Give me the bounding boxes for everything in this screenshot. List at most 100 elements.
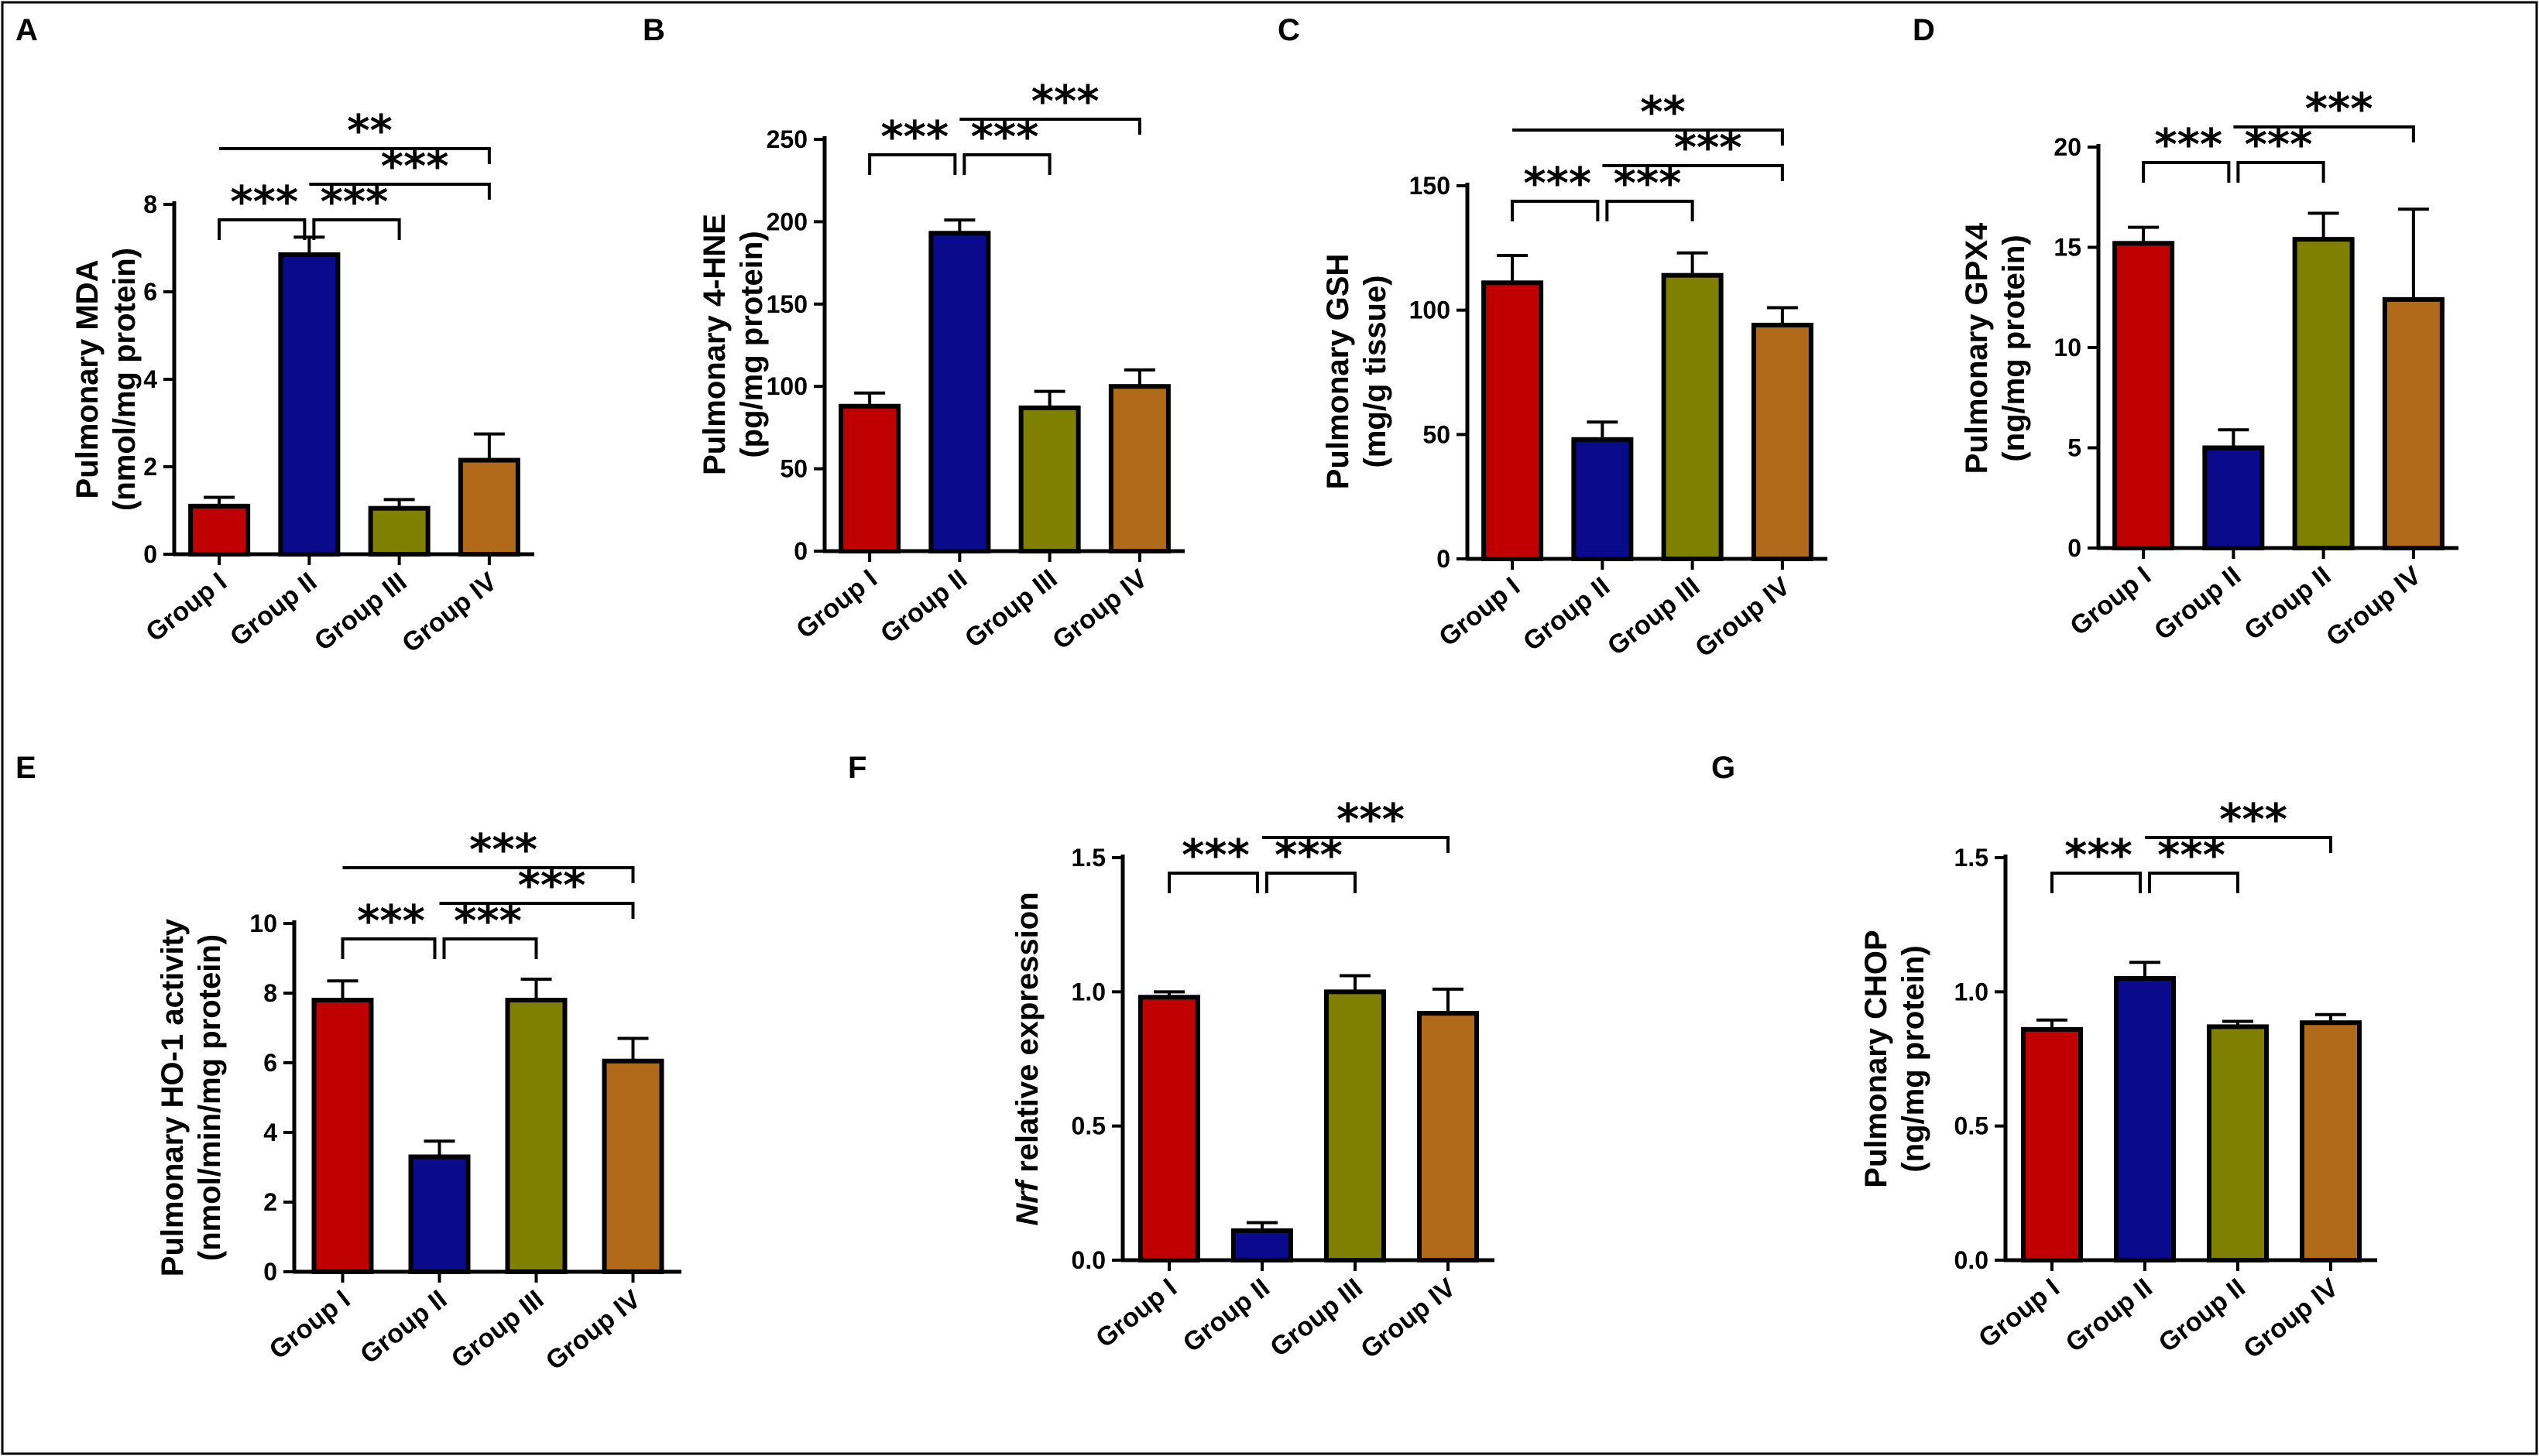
y-axis-label-line: Pulmonary GPX4: [1960, 222, 1994, 474]
y-axis-label-line: Pulmonary MDA: [70, 260, 105, 499]
x-tick-label: Group II: [355, 1284, 452, 1369]
x-tick-label: Group III: [959, 564, 1063, 653]
y-tick-label: 0: [794, 537, 808, 565]
x-tick-label: Group I: [140, 567, 232, 647]
panel-c: C Pulmonary GSH (mg/g tissue) 0 50 100 150 Grou…: [1278, 13, 1827, 663]
panel-g: G Pulmonary CHOP (ng/mg protein) 0.0 0.5 1.0 1…: [1711, 751, 2377, 1365]
y-tick-label: 10: [2054, 334, 2081, 361]
x-tick-label: Group II: [875, 564, 973, 649]
significance-stars: ***: [880, 112, 949, 163]
x-tick-label: Group IV: [2238, 1273, 2344, 1365]
significance-stars: ***: [2305, 84, 2373, 135]
y-axis-label-line: Pulmonary HO-1 activity: [156, 918, 190, 1276]
y-axis-label-italic: Nrf: [1010, 1178, 1045, 1225]
bar: [2202, 445, 2265, 550]
significance-stars: ***: [1182, 831, 1250, 881]
y-tick-label: 50: [780, 455, 808, 483]
bar: [1571, 437, 1634, 562]
bar: [1481, 280, 1544, 561]
significance-bracket: [962, 153, 1052, 175]
bar: [2114, 976, 2176, 1262]
y-axis-label-line: (pg/mg protein): [735, 231, 769, 457]
y-tick-label: 1.0: [1072, 978, 1106, 1005]
x-tick-label: Group II: [2153, 1273, 2251, 1358]
significance-line: [959, 118, 1141, 135]
y-axis-label: Pulmonary GSH (mg/g tissue): [1321, 254, 1392, 490]
panel-label: D: [1913, 13, 1935, 47]
panel-a: A Pulmonary MDA (nmol/mg protein) 0 2 4 6 8 Grou…: [15, 13, 534, 659]
x-tick-label: Group II: [2149, 560, 2246, 646]
significance-stars: ***: [1336, 795, 1405, 845]
y-tick-label: 6: [263, 1049, 277, 1077]
significance-line: [2145, 836, 2332, 853]
bar: [505, 998, 568, 1274]
x-tick-label: Group II: [225, 567, 322, 652]
y-tick-label: 20: [2054, 133, 2081, 161]
significance-line: [1602, 164, 1784, 181]
x-tick-label: Group III: [309, 567, 413, 656]
significance-bracket: [2236, 161, 2325, 183]
y-tick-label: 0: [263, 1258, 277, 1286]
x-tick-label: Group II: [2060, 1273, 2158, 1358]
significance-bracket: [1168, 872, 1259, 893]
y-axis-label: Pulmonary MDA (nmol/mg protein): [70, 248, 142, 511]
significance-bracket: [1265, 872, 1357, 893]
y-axis-label: Nrf relative expression: [1010, 892, 1045, 1225]
x-tick-label: Group I: [1090, 1273, 1182, 1353]
x-tick-label: Group I: [1433, 571, 1525, 652]
x-tick-label: Group I: [791, 564, 883, 644]
y-axis-label-line: (ng/mg protein): [1997, 235, 2031, 461]
y-axis-label: Pulmonary 4-HNE (pg/mg protein): [698, 214, 769, 475]
y-axis-label-line: Pulmonary CHOP: [1859, 930, 1893, 1187]
y-tick-label: 15: [2054, 234, 2081, 262]
y-tick-label: 2: [263, 1188, 277, 1216]
significance-bracket: [2050, 872, 2142, 893]
y-tick-label: 4: [263, 1119, 277, 1146]
bar: [1417, 1011, 1479, 1262]
y-tick-label: 8: [263, 979, 277, 1007]
y-tick-label: 0.0: [1954, 1246, 1988, 1274]
y-axis-label-line: (nmol/mg protein): [108, 248, 142, 511]
y-tick-label: 0.5: [1072, 1112, 1106, 1140]
y-axis-label-rest: relative expression: [1010, 892, 1045, 1181]
x-tick-label: Group I: [264, 1284, 356, 1365]
y-tick-label: 0: [143, 540, 157, 568]
x-tick-label: Group IV: [1690, 571, 1796, 663]
significance-bracket: [1511, 200, 1600, 221]
bar: [1324, 989, 1386, 1263]
significance-stars: **: [347, 106, 393, 156]
significance-stars: ***: [357, 896, 425, 947]
bar: [2300, 1020, 2362, 1262]
significance-stars: ***: [230, 177, 298, 228]
y-tick-label: 100: [767, 372, 808, 400]
panel-label: G: [1711, 751, 1735, 785]
significance-bracket: [312, 218, 401, 240]
significance-line: [1262, 836, 1450, 853]
x-tick-label: Group IV: [1047, 564, 1153, 656]
y-tick-label: 50: [1422, 420, 1450, 448]
panel-e: E Pulmonary HO-1 activity (nmol/min/mg pro…: [15, 751, 681, 1376]
x-tick-label: Group I: [2064, 560, 2156, 641]
bar: [1108, 384, 1171, 554]
panel-label: F: [848, 751, 866, 785]
y-tick-label: 200: [767, 207, 808, 235]
x-tick-label: Group IV: [1355, 1273, 1461, 1365]
bar: [458, 457, 520, 557]
panel-label: C: [1278, 13, 1300, 47]
significance-bracket: [868, 153, 957, 175]
bar: [602, 1058, 664, 1274]
panel-label: E: [15, 751, 36, 785]
bar: [2207, 1024, 2269, 1263]
significance-stars: ***: [1523, 159, 1591, 209]
bar: [2021, 1026, 2083, 1263]
x-tick-label: Group IV: [396, 567, 503, 659]
y-tick-label: 0: [1436, 545, 1450, 573]
x-tick-label: Group III: [446, 1284, 550, 1374]
bar: [2382, 296, 2445, 550]
significance-stars: ***: [2219, 795, 2287, 845]
significance-line: [342, 866, 635, 883]
y-tick-label: 10: [249, 910, 277, 937]
significance-bracket: [2142, 161, 2231, 183]
